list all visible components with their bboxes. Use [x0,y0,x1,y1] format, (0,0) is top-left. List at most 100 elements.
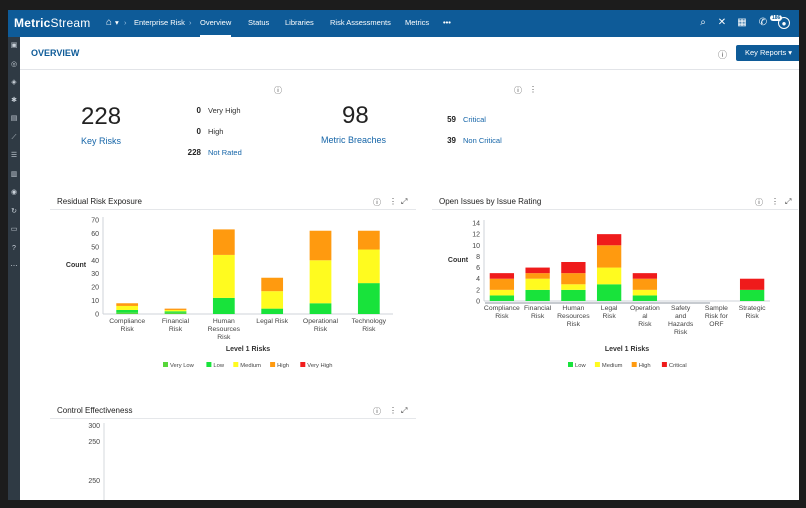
tasks-icon[interactable]: ☰ [10,152,18,159]
critical-link[interactable]: Critical [463,115,486,124]
open-issues-legend-swatch [661,362,667,367]
residual-risk-legend-swatch [206,362,212,367]
open-issues-category-label: ORF [709,321,723,328]
nav-overview[interactable]: Overview [200,18,232,37]
inbox-icon[interactable]: ▭ [10,226,18,233]
open-issues-category-label: Risk [495,313,509,320]
residual-risk-x-axis-label: Level 1 Risks [226,346,270,353]
key-risks-count: 228 [81,103,122,130]
residual-risk-category-label: Risk [217,334,231,341]
logo-bold-text: Metric [14,16,51,30]
home-caret[interactable]: ▾ [115,18,119,27]
open-issues-bar-segment [561,289,586,301]
open-issues-bar-segment [596,284,622,301]
search-icon[interactable]: ⌕ [700,17,706,28]
more-sidebar-icon[interactable]: ⋯ [10,263,18,270]
risk-icon[interactable]: ◈ [11,79,17,86]
settings-icon[interactable]: ✱ [11,97,17,104]
more-options-icon[interactable]: ⋮ [771,197,779,206]
nav-more[interactable]: ••• [443,18,451,27]
open-issues-bar-segment [561,284,586,290]
control-effectiveness-ytick-label: 250 [88,478,100,485]
control-effectiveness-ytick-label: 300 [88,423,100,430]
more-options-icon[interactable]: ⋮ [529,85,537,94]
residual-risk-bar-segment [309,303,332,314]
open-issues-category-label: Risk [746,313,760,320]
open-issues-bar-segment [596,267,622,285]
residual-risk-legend-label: Low [213,363,224,369]
info-icon[interactable]: ⓘ [373,407,381,416]
control-effectiveness-title: Control Effectiveness [57,406,133,415]
open-issues-ytick-label: 2 [476,287,480,294]
open-issues-legend-label: High [639,363,651,369]
open-issues-category-label: Compliance [484,305,520,312]
document-icon[interactable]: ▥ [10,171,18,178]
metric-breaches-count: 98 [342,102,369,129]
open-issues-category-label: Risk [638,321,652,328]
info-icon[interactable]: ⓘ [373,198,381,207]
residual-risk-ytick-label: 30 [91,271,99,278]
not-rated-count: 228 [187,148,201,157]
open-issues-ytick-label: 12 [472,232,480,239]
chart-icon[interactable]: ⟋ [11,134,17,141]
expand-icon[interactable]: ⤢ [785,197,792,206]
open-issues-category-label: Hazards [668,321,694,328]
tools-icon[interactable]: ✕ [717,17,727,28]
help-icon[interactable]: ⓘ [718,50,728,60]
search-sidebar-icon[interactable]: ◎ [10,61,18,68]
residual-risk-bar-segment [116,303,139,306]
metric-breaches-link[interactable]: Metric Breaches [321,135,387,145]
open-issues-bar-segment [632,289,658,296]
non-critical-count: 39 [447,136,456,145]
nav-status[interactable]: Status [248,18,270,27]
phone-icon[interactable]: ✆ [758,17,768,28]
open-issues-ytick-label: 4 [476,276,480,283]
info-icon[interactable]: ⓘ [755,198,763,207]
open-issues-ytick-label: 0 [476,299,480,306]
info-icon[interactable]: ⓘ [514,86,522,95]
info-icon[interactable]: ⓘ [274,86,282,95]
more-options-icon[interactable]: ⋮ [389,197,397,206]
app-window: MetricStream ⌂ ▾ › Enterprise Risk › Ove… [8,10,799,500]
library-icon[interactable]: ▤ [10,115,18,122]
residual-risk-legend-label: Very High [307,363,332,369]
open-issues-ytick-label: 10 [472,243,480,250]
open-issues-bar-segment [739,289,765,301]
main-content: OVERVIEW ⓘ Key Reports ▾ ⓘ ⓘ ⋮ 228 Key R… [20,37,799,500]
inspect-icon[interactable]: ◉ [10,189,18,196]
metricstream-logo[interactable]: MetricStream [14,16,90,30]
more-options-icon[interactable]: ⋮ [389,406,397,415]
open-issues-category-label: Risk for [705,313,729,320]
expand-icon[interactable]: ⤢ [401,197,408,206]
non-critical-link[interactable]: Non Critical [463,136,502,145]
expand-icon[interactable]: ⤢ [401,406,408,415]
residual-risk-category-label: Compliance [109,318,145,325]
nav-enterprise-risk[interactable]: Enterprise Risk [134,18,185,27]
nav-metrics[interactable]: Metrics [405,18,430,27]
calendar-icon[interactable]: ▦ [737,17,747,28]
refresh-icon[interactable]: ↻ [11,208,17,215]
not-rated-link[interactable]: Not Rated [208,148,242,157]
user-avatar-icon[interactable]: ● [778,17,790,29]
logo-light-text: Stream [50,16,91,30]
residual-risk-bar-segment [261,308,284,314]
dashboard-icon[interactable]: ▣ [10,42,18,49]
panel-divider [432,209,798,210]
open-issues-bar-segment [489,295,515,301]
residual-risk-category-label: Technology [352,318,387,325]
open-issues-bar-segment [525,289,550,301]
key-risks-link[interactable]: Key Risks [81,136,122,146]
key-reports-button[interactable]: Key Reports ▾ [736,45,799,61]
residual-risk-legend-swatch [233,362,239,367]
left-sidebar: ▣ ◎ ◈ ✱ ▤ ⟋ ☰ ▥ ◉ ↻ ▭ ? ⋯ [8,37,20,500]
residual-risk-bar-segment [116,309,139,313]
open-issues-x-axis-label: Level 1 Risks [605,346,649,353]
help-sidebar-icon[interactable]: ? [12,245,16,252]
residual-risk-category-label: Operational [303,318,339,325]
home-icon[interactable]: ⌂ [105,17,113,28]
notification-badge: 186 [770,15,783,21]
open-issues-bar-segment [632,273,658,279]
nav-risk-assessments[interactable]: Risk Assessments [330,18,391,27]
open-issues-bar-segment [739,278,765,290]
nav-libraries[interactable]: Libraries [285,18,314,27]
